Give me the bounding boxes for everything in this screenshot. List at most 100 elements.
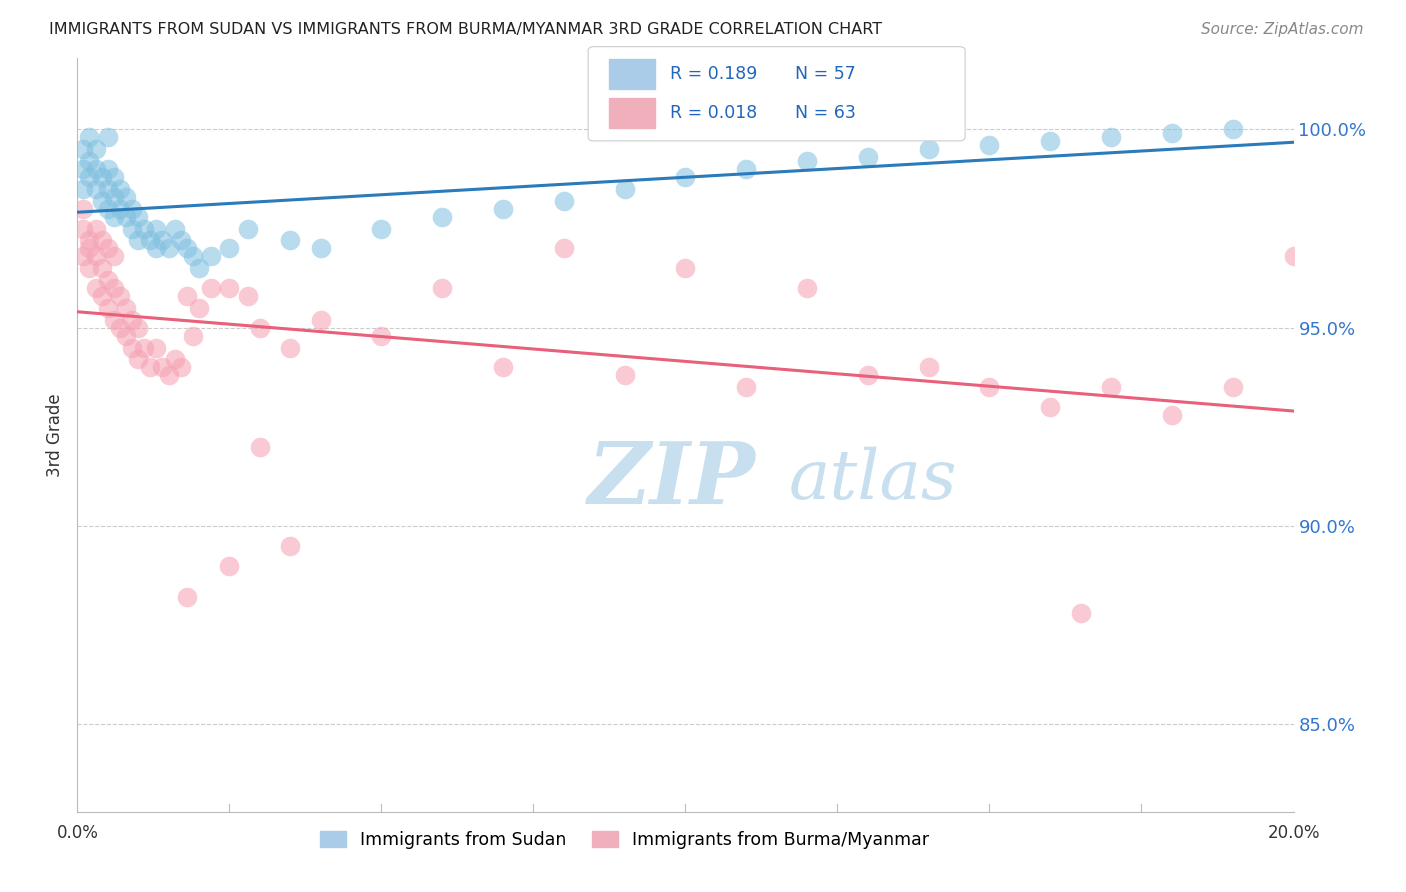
Point (108, 289, 131, 303)
Point (796, 154, 818, 169)
Point (121, 221, 143, 235)
Point (218, 241, 240, 255)
Text: N = 63: N = 63 (794, 104, 856, 122)
Point (79, 241, 101, 255)
Point (1161, 408, 1184, 422)
Point (84, 249, 107, 263)
Point (97, 202, 120, 216)
Point (796, 281, 818, 295)
Point (103, 313, 125, 327)
Point (108, 202, 131, 216)
FancyBboxPatch shape (609, 59, 655, 89)
Point (72, 202, 94, 216)
Point (103, 169, 125, 184)
Point (1070, 607, 1092, 621)
Point (139, 234, 162, 248)
Point (1039, 134, 1062, 148)
Point (103, 281, 125, 295)
Point (309, 241, 332, 255)
Point (1099, 130, 1122, 145)
Point (79, 154, 101, 169)
Point (430, 281, 453, 295)
Point (249, 440, 271, 454)
Point (218, 281, 240, 295)
Point (103, 249, 125, 263)
Point (127, 234, 149, 248)
Point (1161, 126, 1184, 140)
Point (553, 241, 575, 255)
Point (200, 249, 222, 263)
Point (145, 241, 167, 255)
Point (79, 234, 101, 248)
Point (72, 182, 94, 196)
Point (278, 341, 301, 355)
Point (97, 162, 120, 177)
Point (553, 194, 575, 208)
Point (218, 558, 240, 573)
Point (979, 138, 1001, 153)
Point (613, 182, 636, 196)
Text: R = 0.189: R = 0.189 (669, 65, 756, 83)
Point (97, 301, 120, 315)
Point (188, 301, 211, 315)
Point (492, 202, 515, 216)
Point (139, 360, 162, 375)
Point (856, 368, 879, 383)
Point (170, 360, 193, 375)
Point (108, 320, 131, 334)
Point (1222, 380, 1244, 394)
Point (176, 289, 198, 303)
Point (200, 281, 222, 295)
Point (90, 234, 112, 248)
Point (72, 142, 94, 156)
Text: 20.0%: 20.0% (1267, 823, 1320, 842)
Point (370, 328, 392, 343)
Text: 0.0%: 0.0% (56, 823, 98, 842)
Point (72, 221, 94, 235)
Point (1222, 122, 1244, 136)
Point (72, 162, 94, 177)
Point (84, 182, 107, 196)
Point (979, 380, 1001, 394)
Point (236, 289, 259, 303)
Point (90, 194, 112, 208)
Point (90, 261, 112, 276)
Point (278, 234, 301, 248)
Point (97, 182, 120, 196)
Point (675, 169, 697, 184)
Text: ZIP: ZIP (588, 438, 756, 522)
Point (181, 249, 204, 263)
Point (370, 221, 392, 235)
FancyBboxPatch shape (609, 98, 655, 128)
Point (675, 261, 697, 276)
Point (181, 328, 204, 343)
Point (121, 202, 143, 216)
Point (127, 352, 149, 367)
Point (170, 234, 193, 248)
Text: R = 0.018: R = 0.018 (669, 104, 756, 122)
Point (236, 221, 259, 235)
Point (90, 289, 112, 303)
Point (152, 234, 174, 248)
Point (735, 162, 758, 177)
Point (97, 273, 120, 287)
Point (735, 380, 758, 394)
Point (127, 210, 149, 224)
Point (121, 341, 143, 355)
Point (918, 142, 941, 156)
Point (278, 539, 301, 553)
Point (115, 210, 138, 224)
Point (145, 341, 167, 355)
Text: Source: ZipAtlas.com: Source: ZipAtlas.com (1201, 22, 1364, 37)
Point (157, 368, 180, 383)
Point (145, 221, 167, 235)
Point (103, 190, 125, 204)
Point (134, 341, 156, 355)
Point (84, 142, 107, 156)
Point (90, 169, 112, 184)
Point (108, 182, 131, 196)
Point (163, 352, 186, 367)
Point (127, 320, 149, 334)
Point (97, 130, 120, 145)
Point (157, 241, 180, 255)
